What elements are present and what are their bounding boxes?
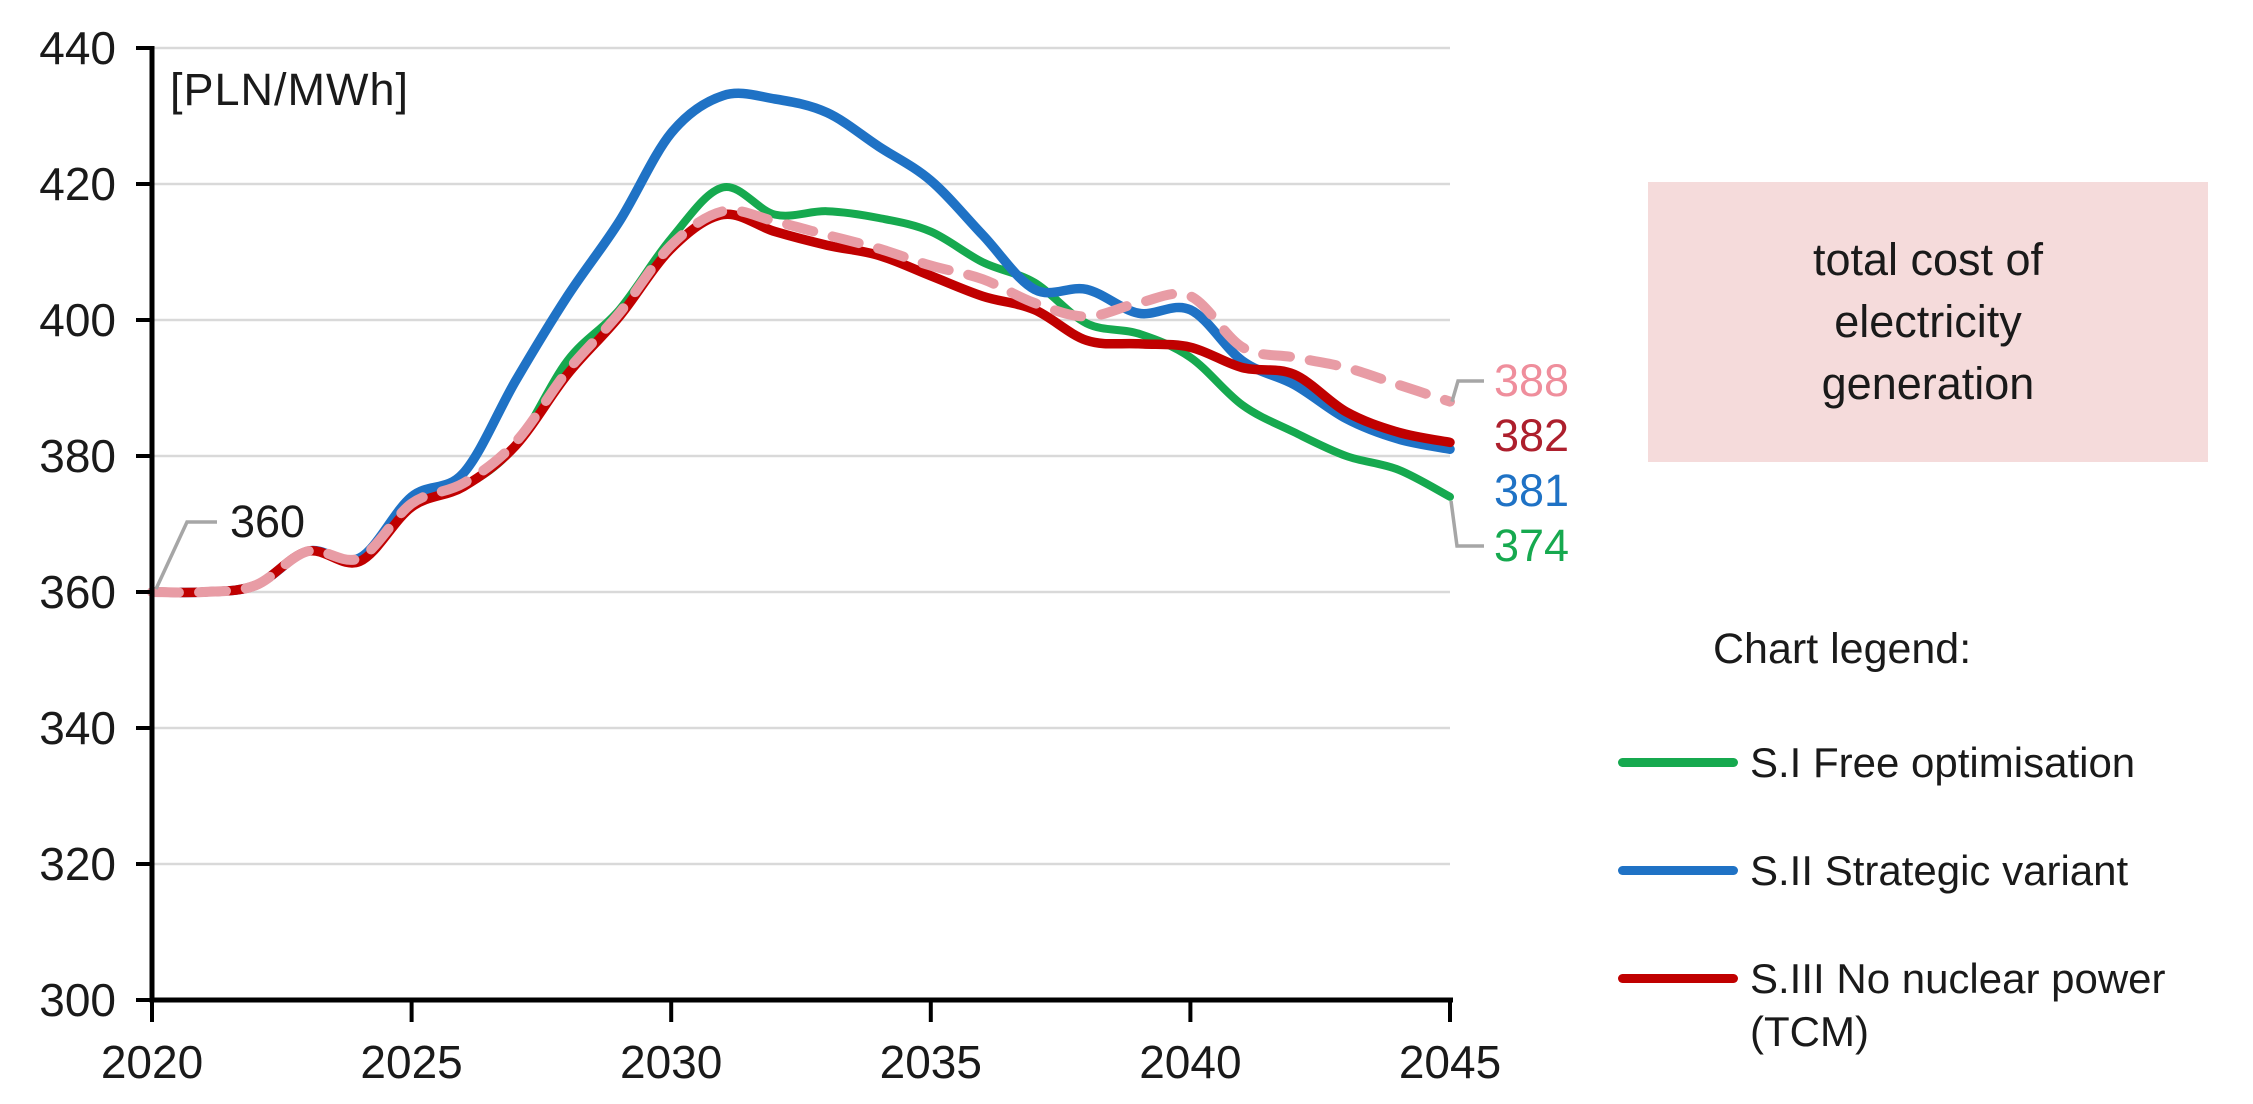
start-value-callout: 360	[230, 496, 306, 547]
legend-item: S.II Strategic variant	[1618, 844, 2128, 897]
series-line-4	[147, 205, 1455, 598]
box-text-line: total cost of	[1812, 234, 2044, 285]
legend-label-line: (TCM)	[1750, 1008, 1869, 1055]
x-tick-label: 2030	[620, 1036, 722, 1088]
y-tick-label: 420	[39, 158, 116, 210]
legend-item-label: S.III No nuclear power (TCM)	[1750, 952, 2166, 1058]
y-tick-label: 380	[39, 430, 116, 482]
x-tick-label: 2025	[360, 1036, 462, 1088]
legend-line-swatch	[1618, 758, 1738, 767]
end-value-label: 374	[1494, 520, 1570, 571]
x-tick-label: 2035	[880, 1036, 982, 1088]
leader-bottom	[1449, 500, 1484, 548]
x-tick-label: 2040	[1139, 1036, 1241, 1088]
leader-top	[1450, 379, 1484, 403]
y-tick-label: 360	[39, 566, 116, 618]
total-cost-box: total cost of electricity generation	[1648, 182, 2208, 462]
y-tick-label: 400	[39, 294, 116, 346]
series-line-2	[147, 88, 1455, 598]
legend-label-line: S.I Free optimisation	[1750, 739, 2136, 786]
legend-line-swatch	[1618, 866, 1738, 875]
y-tick-label: 320	[39, 838, 116, 890]
axis-unit-label: [PLN/MWh]	[170, 64, 410, 115]
y-tick-label: 440	[39, 22, 116, 74]
end-value-label: 382	[1494, 410, 1570, 461]
legend-item-label: S.I Free optimisation	[1750, 736, 2135, 789]
series-line-1	[148, 183, 1454, 597]
legend-item: S.III No nuclear power (TCM)	[1618, 952, 2166, 1058]
x-tick-label: 2020	[101, 1036, 203, 1088]
box-text-line: generation	[1821, 358, 2035, 409]
legend-title: Chart legend:	[1713, 625, 1972, 673]
series-line-3	[147, 209, 1455, 598]
legend-line-swatch	[1618, 974, 1738, 983]
box-text-line: electricity	[1834, 296, 2022, 347]
end-value-label: 388	[1494, 355, 1570, 406]
legend-label-line: S.II Strategic variant	[1750, 847, 2129, 894]
end-value-label: 381	[1494, 465, 1570, 516]
legend-label-line: S.III No nuclear power	[1750, 955, 2166, 1002]
y-tick-label: 300	[39, 974, 116, 1026]
x-tick-label: 2045	[1399, 1036, 1501, 1088]
legend-item-label: S.II Strategic variant	[1750, 844, 2128, 897]
legend-item: S.I Free optimisation	[1618, 736, 2135, 789]
leader-start	[154, 520, 217, 590]
y-tick-label: 340	[39, 702, 116, 754]
